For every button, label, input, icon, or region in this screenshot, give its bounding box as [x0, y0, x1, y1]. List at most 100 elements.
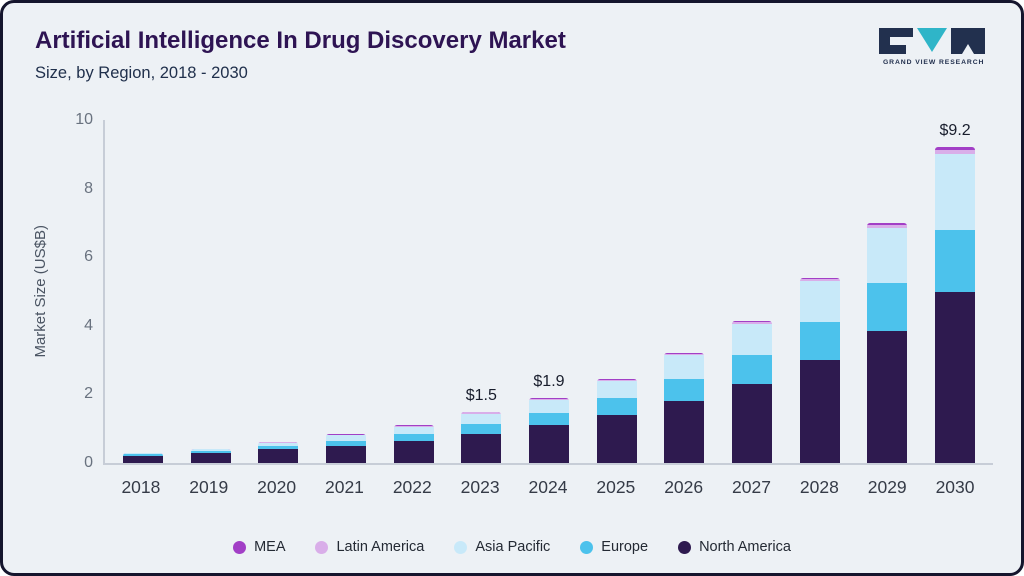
bar-segment-latin-america: [799, 278, 840, 282]
x-tick-label-2026: 2026: [664, 477, 704, 497]
bar-segment-latin-america: [935, 150, 976, 155]
stacked-bar-2030: [935, 147, 976, 463]
x-tick-label-2023: 2023: [460, 477, 500, 497]
stacked-bar-2020: [258, 441, 299, 463]
legend-swatch-mea: [233, 540, 247, 554]
bar-value-label-2030: $9.2: [939, 122, 971, 140]
bar-column-2018: [109, 120, 177, 463]
y-tick-label: 8: [84, 179, 93, 197]
bar-segment-asia-pacific: [258, 442, 299, 447]
bar-segment-asia-pacific: [325, 435, 366, 441]
legend-item-europe: Europe: [580, 539, 648, 555]
legend-label: Latin America: [336, 539, 425, 555]
legend-item-asia-pacific: Asia Pacific: [454, 539, 550, 555]
bar-segment-europe: [596, 397, 637, 415]
bar-value-label-2024: $1.9: [533, 372, 565, 390]
bar-segment-asia-pacific: [596, 380, 637, 398]
stacked-bar-2024: [528, 397, 569, 463]
bar-segment-asia-pacific: [935, 154, 976, 230]
bar-segment-north-america: [122, 456, 163, 463]
bar-segment-asia-pacific: [461, 413, 502, 425]
bar-segment-europe: [325, 440, 366, 446]
bar-segment-asia-pacific: [664, 354, 705, 379]
bar-segment-europe: [799, 322, 840, 361]
stacked-bar-2019: [190, 448, 231, 463]
legend-swatch-asia-pacific: [454, 540, 468, 554]
bar-value-label-2023: $1.5: [465, 386, 497, 404]
bar-segment-europe: [258, 446, 299, 450]
bar-segment-latin-america: [393, 426, 434, 427]
bar-segment-asia-pacific: [799, 281, 840, 323]
stacked-bar-2025: [596, 379, 637, 463]
bar-segment-europe: [122, 454, 163, 457]
bar-segment-mea: [325, 433, 366, 435]
bar-segment-north-america: [190, 453, 231, 463]
bar-column-2029: [854, 120, 922, 463]
stacked-bar-2023: [461, 411, 502, 463]
x-tick-label-2025: 2025: [596, 477, 636, 497]
x-tick-label-2027: 2027: [732, 477, 771, 497]
x-tick-label-2021: 2021: [324, 477, 364, 497]
bar-segment-latin-america: [325, 434, 366, 436]
bar-column-2027: [718, 120, 786, 463]
bar-segment-north-america: [799, 360, 840, 463]
header-titles: Artificial Intelligence In Drug Discover…: [35, 27, 566, 83]
bar-segment-europe: [528, 412, 569, 426]
y-tick-label: 10: [75, 111, 93, 128]
stacked-bar-2018: [122, 452, 163, 463]
bar-segment-europe: [935, 229, 976, 292]
bar-segment-mea: [664, 353, 705, 354]
legend-item-north-america: North America: [678, 539, 791, 555]
bar-segment-north-america: [732, 384, 773, 463]
stacked-bar-2027: [732, 320, 773, 463]
x-tick-label-2029: 2029: [867, 477, 907, 497]
stacked-bar-2029: [867, 222, 908, 463]
bar-segment-mea: [935, 147, 976, 151]
bar-segment-latin-america: [664, 353, 705, 355]
bar-segment-north-america: [325, 445, 366, 463]
bar-segment-asia-pacific: [528, 399, 569, 413]
x-tick-label-2022: 2022: [392, 477, 432, 497]
stacked-bar-2022: [393, 425, 434, 463]
bar-segment-latin-america: [461, 412, 502, 414]
y-tick-label: 2: [84, 385, 93, 403]
bar-segment-mea: [596, 379, 637, 380]
bar-column-2020: [244, 120, 312, 463]
bar-segment-europe: [664, 378, 705, 402]
legend: MEA Latin America Asia Pacific Europe North …: [3, 539, 1021, 555]
bars-container: $1.5 $1.9 $9.2: [105, 120, 993, 463]
bar-column-2026: [651, 120, 719, 463]
bar-segment-europe: [867, 282, 908, 331]
bar-segment-mea: [732, 320, 773, 323]
bar-segment-asia-pacific: [393, 426, 434, 434]
page-title: Artificial Intelligence In Drug Discover…: [35, 27, 566, 54]
bar-column-2021: [312, 120, 380, 463]
legend-item-mea: MEA: [233, 539, 285, 555]
bar-column-2023: $1.5: [447, 120, 515, 463]
x-tick-label-2028: 2028: [799, 477, 839, 497]
bar-segment-latin-america: [258, 442, 299, 443]
y-tick-label: 6: [84, 248, 93, 266]
bar-segment-europe: [461, 424, 502, 434]
bar-segment-mea: [461, 411, 502, 413]
logo-glyph-icon: [879, 28, 985, 54]
x-axis-labels: 2018 2019 2020 2021 2022 2023 2024 2025 2026 2027…: [103, 477, 993, 498]
bar-column-2028: [786, 120, 854, 463]
y-axis-ticks: 0 2 4 6 8 10: [51, 111, 93, 471]
header: Artificial Intelligence In Drug Discover…: [35, 27, 985, 83]
bar-segment-europe: [190, 451, 231, 454]
legend-label: Asia Pacific: [475, 539, 551, 555]
legend-swatch-north-america: [678, 540, 692, 554]
stacked-bar-2028: [799, 277, 840, 463]
y-tick-label: 0: [84, 454, 93, 471]
bar-segment-mea: [393, 425, 434, 426]
bar-segment-asia-pacific: [190, 449, 231, 452]
bar-segment-europe: [732, 354, 773, 385]
bar-segment-latin-america: [867, 224, 908, 229]
logo-brand-text: GRAND VIEW RESEARCH: [883, 59, 985, 66]
bar-segment-europe: [393, 433, 434, 441]
bar-segment-north-america: [867, 330, 908, 463]
bar-column-2022: [380, 120, 448, 463]
x-tick-label-2030: 2030: [935, 477, 975, 497]
